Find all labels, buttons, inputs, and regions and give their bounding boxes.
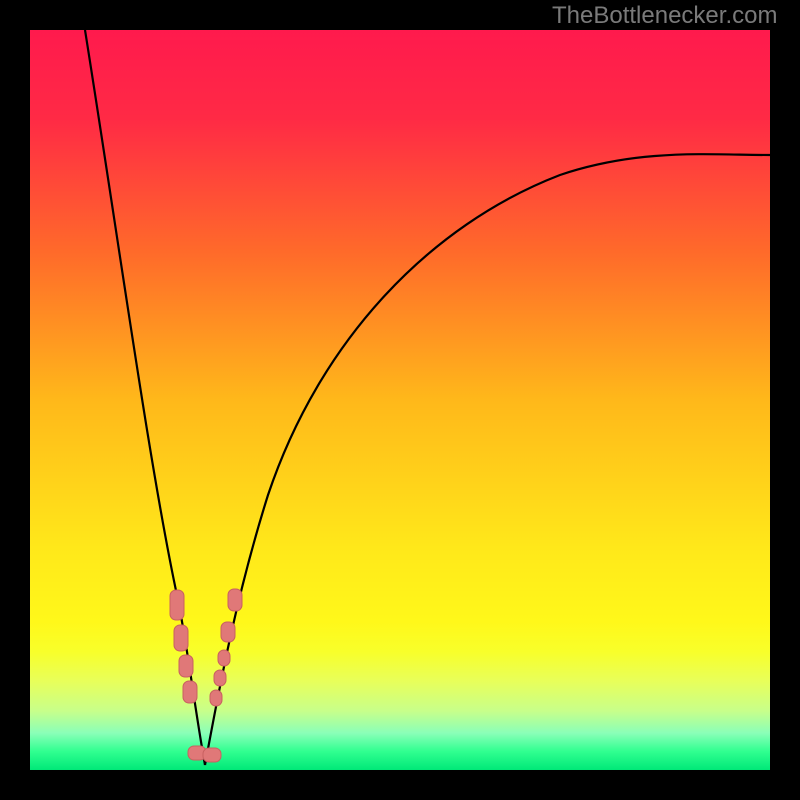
curve-layer — [0, 0, 800, 800]
data-marker — [228, 589, 242, 611]
curve-right-branch — [205, 154, 770, 765]
data-marker — [183, 681, 197, 703]
data-marker — [218, 650, 230, 666]
data-marker — [174, 625, 188, 651]
data-marker — [210, 690, 222, 706]
data-marker — [214, 670, 226, 686]
data-marker — [221, 622, 235, 642]
data-marker — [203, 748, 221, 762]
data-marker — [179, 655, 193, 677]
data-marker — [170, 590, 184, 620]
